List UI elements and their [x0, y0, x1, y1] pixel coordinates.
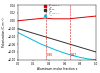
Text: $P_{pz}^{Al_xGa_{1-x}N}$: $P_{pz}^{Al_xGa_{1-x}N}$	[48, 2, 61, 10]
Y-axis label: Polarization (C m⁻²): Polarization (C m⁻²)	[2, 18, 6, 47]
X-axis label: Aluminum molar fraction x: Aluminum molar fraction x	[36, 67, 77, 71]
Text: 0.67: 0.67	[71, 53, 77, 57]
Text: $P_{sp}^{Al_xGa_{1-x}N}$: $P_{sp}^{Al_xGa_{1-x}N}$	[48, 11, 61, 18]
Text: $P_{pz}^{GaN}$: $P_{pz}^{GaN}$	[48, 6, 56, 14]
Text: 0.36: 0.36	[47, 53, 53, 57]
